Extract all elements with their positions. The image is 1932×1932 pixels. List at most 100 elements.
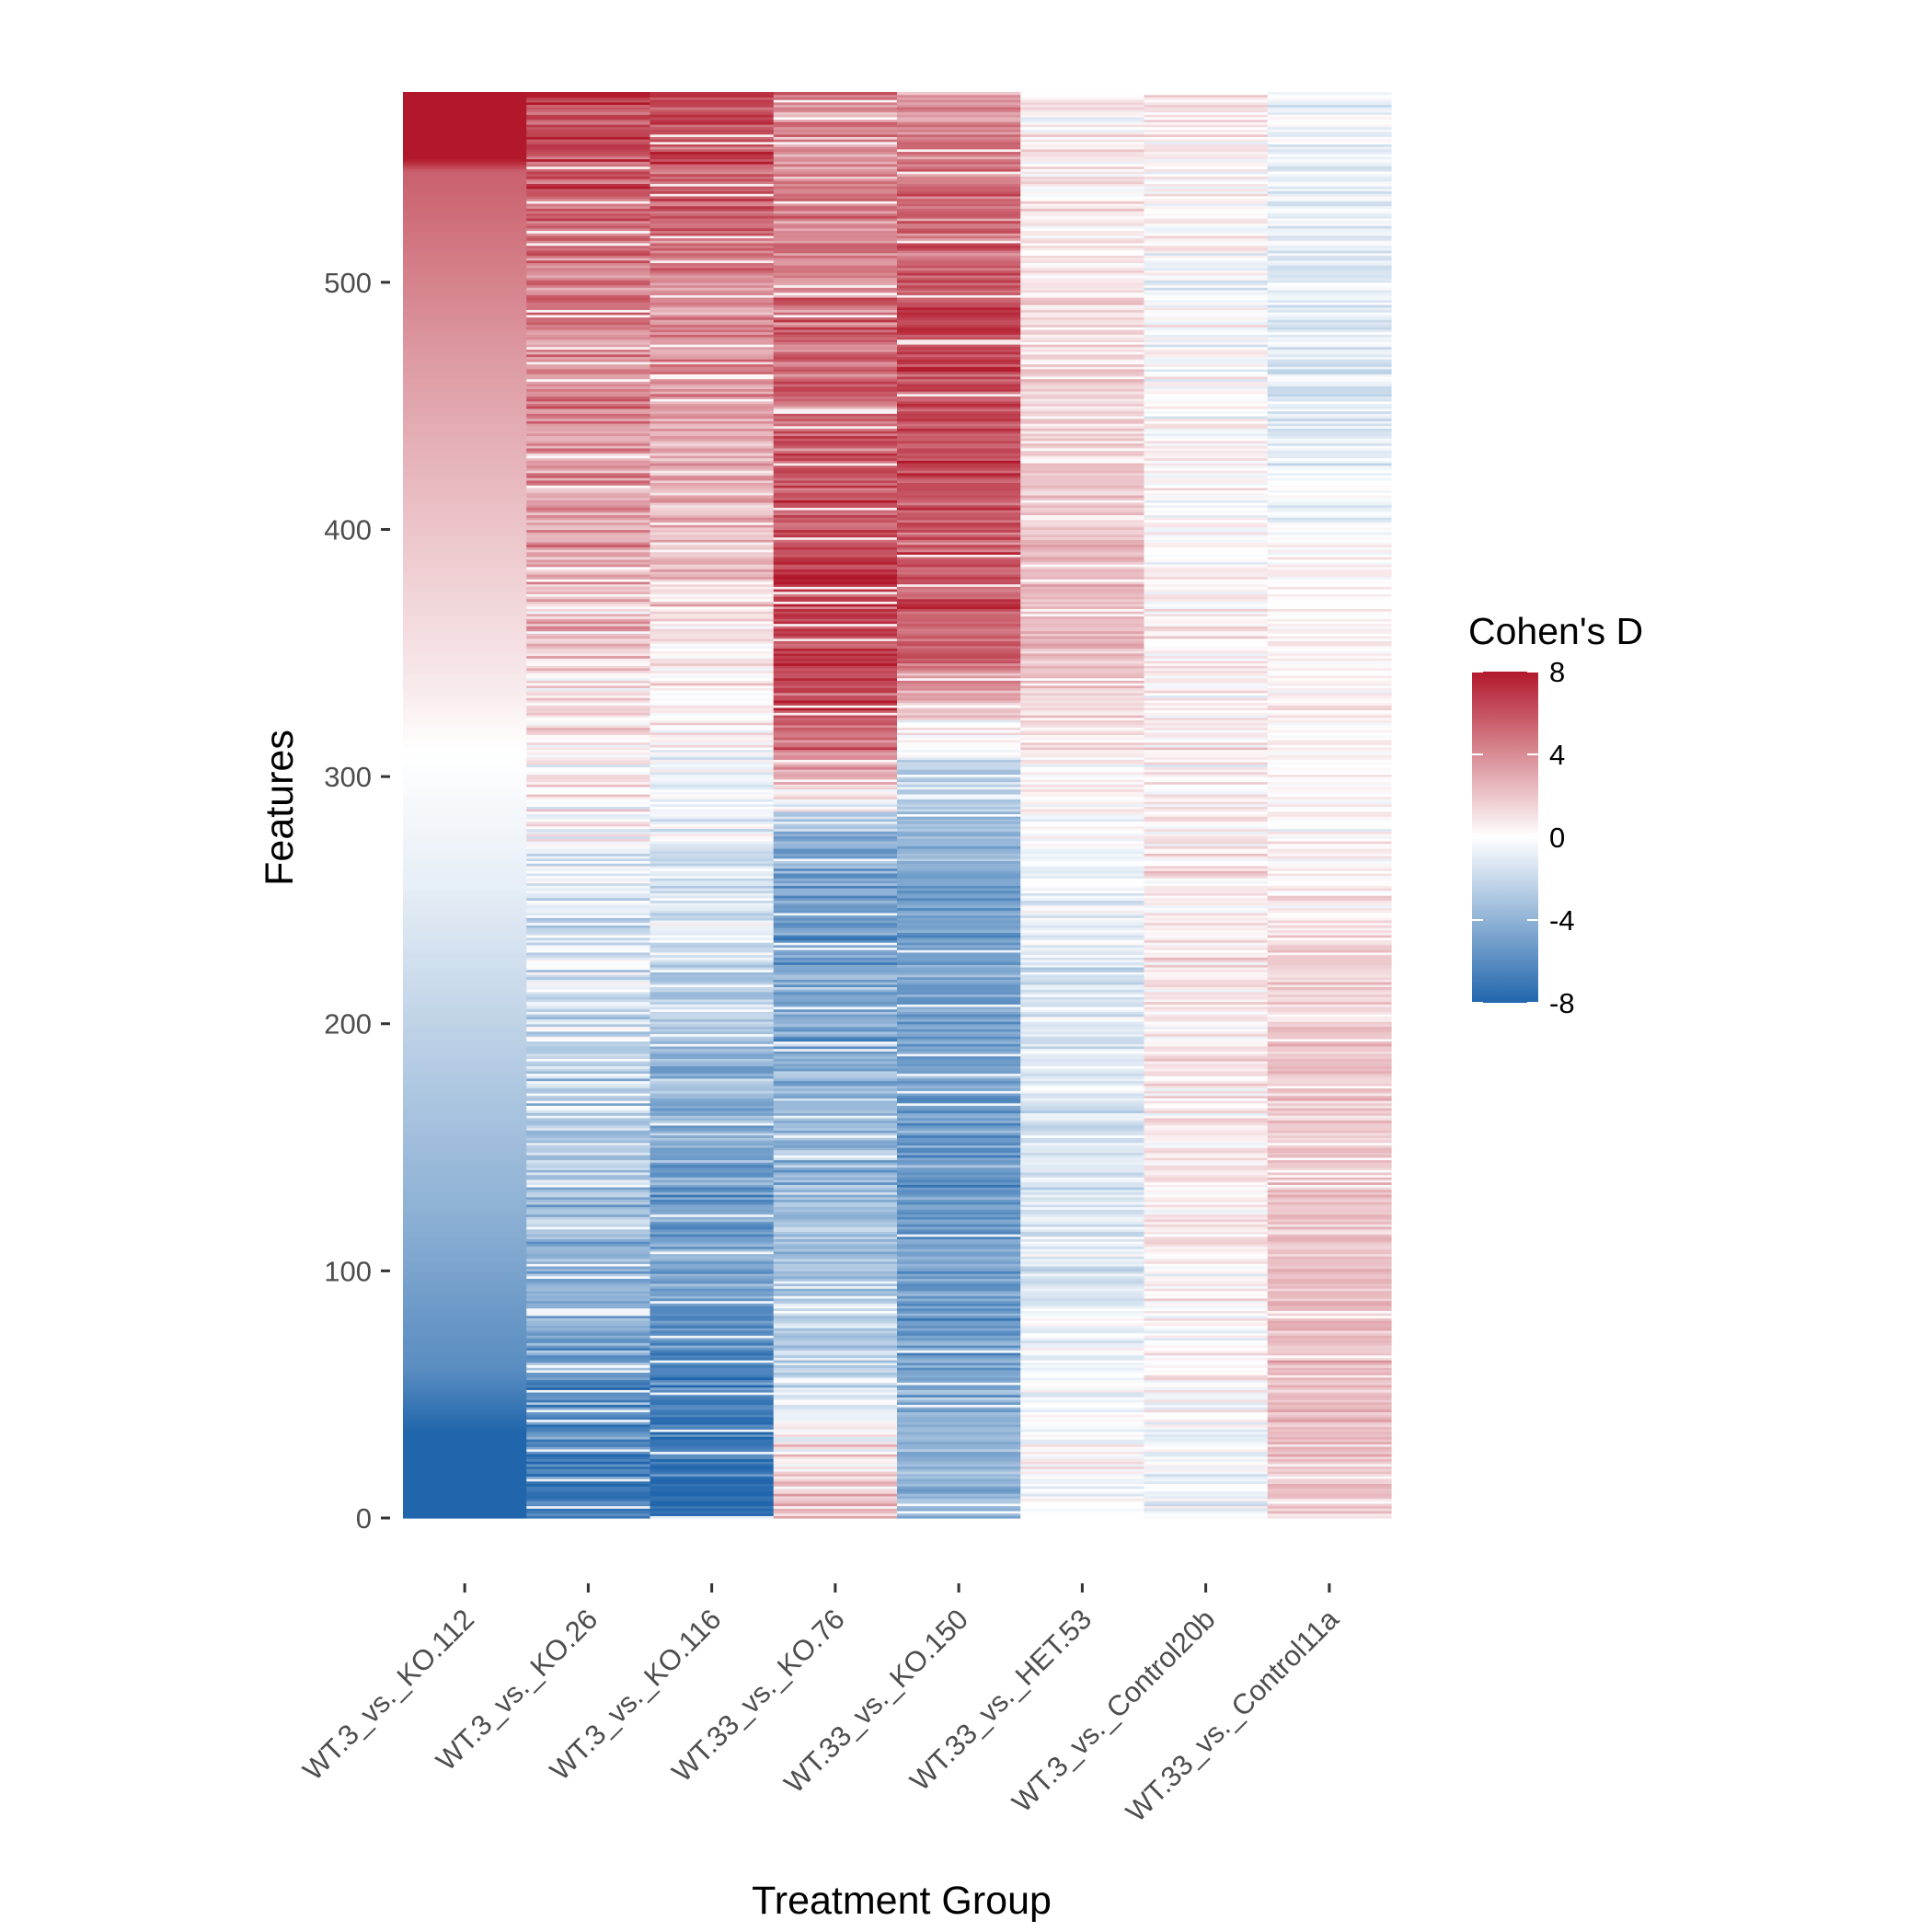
heatmap-cell — [526, 835, 651, 839]
heatmap-cell — [1020, 1364, 1145, 1368]
heatmap-cell — [526, 860, 651, 864]
heatmap-cell — [773, 903, 898, 906]
heatmap-cell — [1020, 1476, 1145, 1479]
heatmap-cell — [650, 1179, 775, 1183]
x-tick-label: WT.3_vs._Control20b — [1006, 1603, 1221, 1818]
heatmap-cell — [403, 737, 527, 741]
heatmap-cell — [773, 670, 898, 673]
heatmap-cell — [773, 897, 898, 902]
heatmap-cell — [1020, 1278, 1145, 1282]
heatmap-cell — [526, 1397, 651, 1400]
heatmap-cell — [403, 1077, 527, 1082]
heatmap-cell — [403, 1486, 527, 1489]
heatmap-cell — [526, 432, 651, 436]
heatmap-cell — [403, 813, 527, 817]
heatmap-cell — [650, 1263, 775, 1267]
heatmap-cell — [650, 561, 775, 565]
y-axis-title: Features — [258, 730, 302, 886]
heatmap-cell — [403, 959, 527, 963]
heatmap-cell — [897, 737, 1021, 741]
heatmap-cell — [1144, 845, 1269, 849]
heatmap-cell — [1267, 403, 1392, 407]
heatmap-cell — [650, 935, 775, 938]
heatmap-cell — [773, 645, 898, 650]
heatmap-cell — [897, 650, 1021, 654]
heatmap-cell — [526, 334, 651, 338]
heatmap-cell — [773, 974, 898, 978]
heatmap-cell — [1144, 277, 1269, 281]
heatmap-cell — [897, 1448, 1021, 1453]
heatmap-cell — [897, 131, 1021, 135]
heatmap-cell — [403, 1379, 527, 1383]
heatmap-cell — [526, 1431, 651, 1435]
heatmap-cell — [1267, 94, 1392, 98]
heatmap-cell — [650, 398, 775, 402]
heatmap-cell — [650, 573, 775, 578]
heatmap-cell — [1144, 1490, 1269, 1494]
heatmap-cell — [773, 299, 898, 303]
heatmap-cell — [526, 746, 651, 751]
heatmap-cell — [403, 1127, 527, 1131]
heatmap-cell — [403, 1162, 527, 1166]
legend-title: Cohen's D — [1468, 610, 1643, 652]
heatmap-cell — [773, 1070, 898, 1075]
heatmap-cell — [897, 532, 1021, 535]
heatmap-cell — [897, 1004, 1021, 1007]
heatmap-cell — [1020, 626, 1145, 629]
heatmap-cell — [897, 492, 1021, 496]
heatmap-cell — [897, 497, 1021, 500]
heatmap-cell — [403, 420, 527, 424]
heatmap-cell — [897, 447, 1021, 452]
heatmap-cell — [897, 848, 1021, 852]
heatmap-cell — [1144, 121, 1269, 125]
heatmap-cell — [1020, 835, 1145, 839]
heatmap-cell — [403, 705, 527, 708]
heatmap-cell — [1267, 925, 1392, 928]
heatmap-cell — [897, 774, 1021, 777]
heatmap-cell — [1267, 1347, 1392, 1351]
heatmap-cell — [650, 1488, 775, 1492]
heatmap-cell — [650, 1218, 775, 1223]
heatmap-cell — [1267, 274, 1392, 279]
heatmap-cell — [526, 551, 651, 555]
heatmap-cell — [1144, 202, 1269, 207]
heatmap-cell — [1144, 1322, 1269, 1327]
heatmap-cell — [897, 170, 1021, 175]
heatmap-cell — [1020, 897, 1145, 902]
heatmap-cell — [1144, 897, 1269, 902]
heatmap-cell — [526, 1486, 651, 1489]
heatmap-cell — [650, 1162, 775, 1166]
heatmap-cell — [650, 1329, 775, 1334]
heatmap-cell — [897, 586, 1021, 590]
heatmap-cell — [1267, 482, 1392, 486]
heatmap-cell — [403, 114, 527, 118]
heatmap-cell — [526, 418, 651, 421]
heatmap-cell — [1267, 1473, 1392, 1477]
heatmap-cell — [1020, 339, 1145, 342]
heatmap-cell — [403, 1461, 527, 1465]
heatmap-cell — [1020, 964, 1145, 968]
heatmap-cell — [773, 863, 898, 867]
heatmap-cell — [1267, 722, 1392, 726]
heatmap-cell — [1267, 472, 1392, 476]
heatmap-cell — [526, 684, 651, 688]
heatmap-cell — [1267, 586, 1392, 590]
heatmap-cell — [526, 969, 651, 972]
heatmap-cell — [403, 1105, 527, 1109]
heatmap-cell — [1020, 800, 1145, 805]
heatmap-cell — [403, 1052, 527, 1057]
heatmap-cell — [1144, 544, 1269, 547]
heatmap-cell — [650, 1310, 775, 1314]
heatmap-cell — [403, 697, 527, 701]
heatmap-cell — [773, 786, 898, 790]
heatmap-cell — [773, 769, 898, 773]
heatmap-cell — [1020, 1080, 1145, 1084]
heatmap-cell — [1144, 1263, 1269, 1267]
heatmap-cell — [897, 742, 1021, 745]
heatmap-cell — [1144, 947, 1269, 950]
heatmap-cell — [1144, 1085, 1269, 1089]
heatmap-cell — [897, 752, 1021, 755]
heatmap-cell — [897, 378, 1021, 382]
heatmap-cell — [526, 897, 651, 902]
heatmap-cell — [897, 557, 1021, 560]
